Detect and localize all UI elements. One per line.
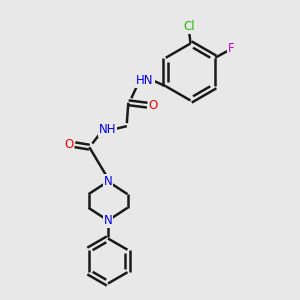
Text: F: F xyxy=(228,42,235,55)
Text: HN: HN xyxy=(136,74,154,87)
Text: N: N xyxy=(103,175,112,188)
Text: NH: NH xyxy=(99,123,116,136)
Text: O: O xyxy=(64,138,74,151)
Text: Cl: Cl xyxy=(183,20,195,34)
Text: N: N xyxy=(103,214,112,227)
Text: O: O xyxy=(148,99,158,112)
